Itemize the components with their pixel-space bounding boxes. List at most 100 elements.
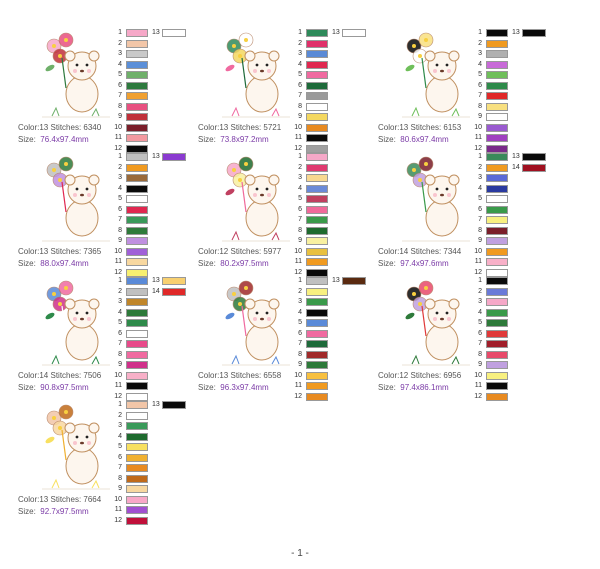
thread-color-swatch xyxy=(486,319,508,327)
thread-number: 3 xyxy=(478,174,482,181)
stitches-label: Stitches: xyxy=(50,247,82,256)
size-label: Size: xyxy=(378,259,396,268)
thread-number: 1 xyxy=(118,277,122,284)
thread-color-swatch xyxy=(306,392,328,401)
thread-number: 2 xyxy=(298,39,302,47)
thread-color-swatch xyxy=(486,81,508,90)
thread-number: 9 xyxy=(478,113,482,120)
thread-color-swatch xyxy=(306,81,328,90)
size-label: Size: xyxy=(18,383,36,392)
size-value: 80.6x97.4mm xyxy=(400,135,449,144)
thread-color-row: 1 13 xyxy=(294,276,384,287)
size-value: 97.4x97.6mm xyxy=(400,259,449,268)
thread-color-swatch xyxy=(126,60,148,69)
stitches-count: 5977 xyxy=(263,247,282,256)
color-count: 13 xyxy=(39,495,49,504)
thread-number: 9 xyxy=(118,237,122,244)
thread-number: 5 xyxy=(118,443,122,450)
thread-color-swatch xyxy=(486,71,508,79)
size-line: Size: 80.2x97.5mm xyxy=(198,258,308,270)
stitches-count: 7365 xyxy=(83,247,102,256)
thread-number: 4 xyxy=(118,308,122,316)
thread-number: 5 xyxy=(478,319,482,326)
thread-number: 12 xyxy=(114,516,122,524)
thread-color-swatch xyxy=(126,443,148,451)
thread-number: 7 xyxy=(118,92,122,99)
thread-color-row: 5 xyxy=(294,194,384,205)
thread-color-row: 6 xyxy=(114,329,204,340)
thread-color-row: 1 13 xyxy=(114,28,204,39)
thread-color-swatch xyxy=(126,422,148,430)
thread-color-swatch xyxy=(126,237,148,245)
thread-color-swatch xyxy=(486,60,508,69)
chick-with-roses-embroidery-image xyxy=(392,276,476,370)
thread-number: 13 xyxy=(152,277,160,284)
thread-number: 4 xyxy=(478,60,482,68)
color-stitches-line: Color:13 Stitches: 6340 xyxy=(18,122,128,134)
thread-number: 1 xyxy=(118,401,122,408)
thread-color-row: 5 xyxy=(114,442,204,453)
thread-color-row: 9 xyxy=(114,360,204,371)
thread-number: 8 xyxy=(478,226,482,234)
thread-color-row: 9 xyxy=(294,236,384,247)
stitches-label: Stitches: xyxy=(230,123,262,132)
thread-number: 3 xyxy=(298,174,302,181)
thread-color-swatch xyxy=(306,308,328,317)
thread-color-swatch xyxy=(486,123,508,132)
thread-number: 10 xyxy=(474,371,482,379)
thread-number: 1 xyxy=(298,29,302,36)
thread-color-row: 2 xyxy=(114,163,204,174)
thread-color-swatch xyxy=(126,81,148,90)
thread-color-row: 12 xyxy=(294,268,384,279)
thread-number: 13 xyxy=(332,277,340,284)
thread-color-swatch xyxy=(306,329,328,338)
thread-color-swatch xyxy=(486,247,508,256)
thread-color-row: 8 xyxy=(114,474,204,485)
thread-number: 10 xyxy=(114,123,122,131)
thread-number: 8 xyxy=(298,102,302,110)
thread-color-row: 9 xyxy=(114,484,204,495)
thread-number: 6 xyxy=(298,205,302,213)
size-value: 97.4x86.1mm xyxy=(400,383,449,392)
thread-number: 1 xyxy=(478,277,482,284)
thread-color-swatch xyxy=(486,205,508,214)
thread-color-swatch xyxy=(486,382,508,390)
thread-color-row: 6 xyxy=(114,205,204,216)
thread-color-swatch xyxy=(126,226,148,235)
thread-color-swatch xyxy=(306,382,328,390)
thread-color-row: 2 xyxy=(294,39,384,50)
thread-color-row: 12 xyxy=(294,392,384,403)
thread-color-list: 1 2 3 4 5 6 7 8 9 10 11 12 xyxy=(294,152,384,278)
thread-number: 6 xyxy=(118,81,122,89)
thread-color-swatch xyxy=(306,123,328,132)
thread-number: 8 xyxy=(298,350,302,358)
thread-number: 6 xyxy=(478,81,482,89)
thread-number: 5 xyxy=(298,319,302,326)
thread-color-swatch xyxy=(486,371,508,380)
thread-color-swatch xyxy=(162,287,186,296)
thread-color-row: 7 xyxy=(474,339,564,350)
thread-number: 8 xyxy=(118,350,122,358)
thread-number: 12 xyxy=(474,144,482,152)
thread-color-row: 5 xyxy=(294,318,384,329)
thread-color-swatch xyxy=(306,174,328,182)
thread-color-swatch xyxy=(486,392,508,401)
design-cell: Color:13 Stitches: 7664 Size: 92.7x97.5mm… xyxy=(18,400,204,525)
color-stitches-line: Color:13 Stitches: 7365 xyxy=(18,246,128,258)
thread-color-swatch xyxy=(306,39,328,48)
thread-color-swatch xyxy=(126,464,148,472)
thread-color-row: 5 xyxy=(474,194,564,205)
color-stitches-line: Color:14 Stitches: 7344 xyxy=(378,246,488,258)
thread-number: 1 xyxy=(478,153,482,160)
thread-color-swatch xyxy=(126,506,148,514)
design-cell: Color:13 Stitches: 5721 Size: 73.8x97.2mm… xyxy=(198,28,384,153)
thread-color-swatch xyxy=(126,258,148,266)
thread-color-swatch xyxy=(306,247,328,256)
stitches-label: Stitches: xyxy=(230,247,262,256)
thread-color-swatch xyxy=(486,39,508,48)
thread-color-swatch xyxy=(486,216,508,224)
thread-color-swatch xyxy=(486,134,508,142)
thread-color-row: 9 xyxy=(474,360,564,371)
thread-color-swatch xyxy=(126,298,148,306)
